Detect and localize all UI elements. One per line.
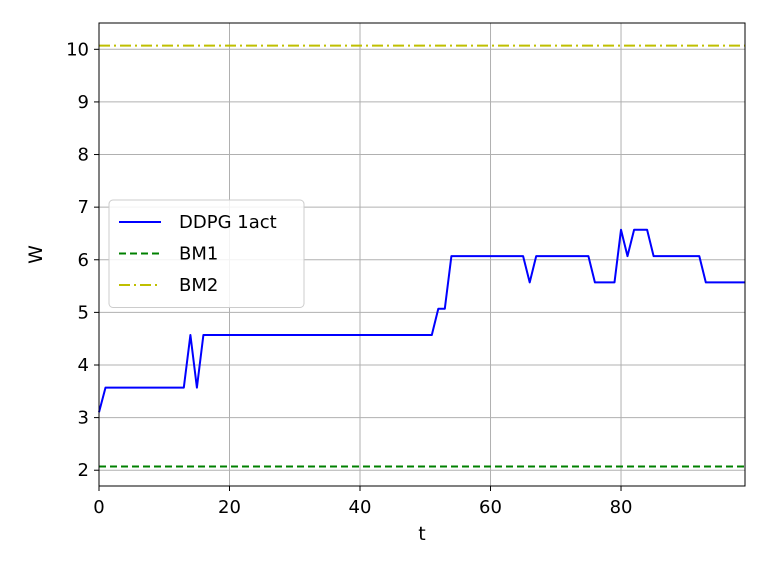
x-tick-label: 60 bbox=[479, 497, 502, 518]
x-axis-label: t bbox=[418, 523, 425, 545]
y-tick-label: 10 bbox=[66, 39, 89, 60]
y-tick-label: 7 bbox=[78, 197, 89, 218]
x-tick-label: 0 bbox=[93, 497, 104, 518]
y-tick-label: 8 bbox=[78, 145, 89, 166]
y-tick-label: 5 bbox=[78, 302, 89, 323]
y-tick-label: 6 bbox=[78, 250, 89, 271]
y-tick-label: 3 bbox=[78, 408, 89, 429]
x-tick-label: 40 bbox=[349, 497, 372, 518]
legend-label: DDPG 1act bbox=[179, 212, 277, 233]
y-axis-label: W bbox=[25, 245, 47, 264]
legend-label: BM1 bbox=[179, 244, 218, 265]
legend: DDPG 1act BM1 BM2 bbox=[109, 200, 304, 308]
y-tick-label: 4 bbox=[78, 355, 89, 376]
x-tick-label: 20 bbox=[218, 497, 241, 518]
x-tick-label: 80 bbox=[610, 497, 633, 518]
legend-label: BM2 bbox=[179, 275, 218, 296]
y-tick-label: 9 bbox=[78, 92, 89, 113]
y-tick-label: 2 bbox=[78, 460, 89, 481]
